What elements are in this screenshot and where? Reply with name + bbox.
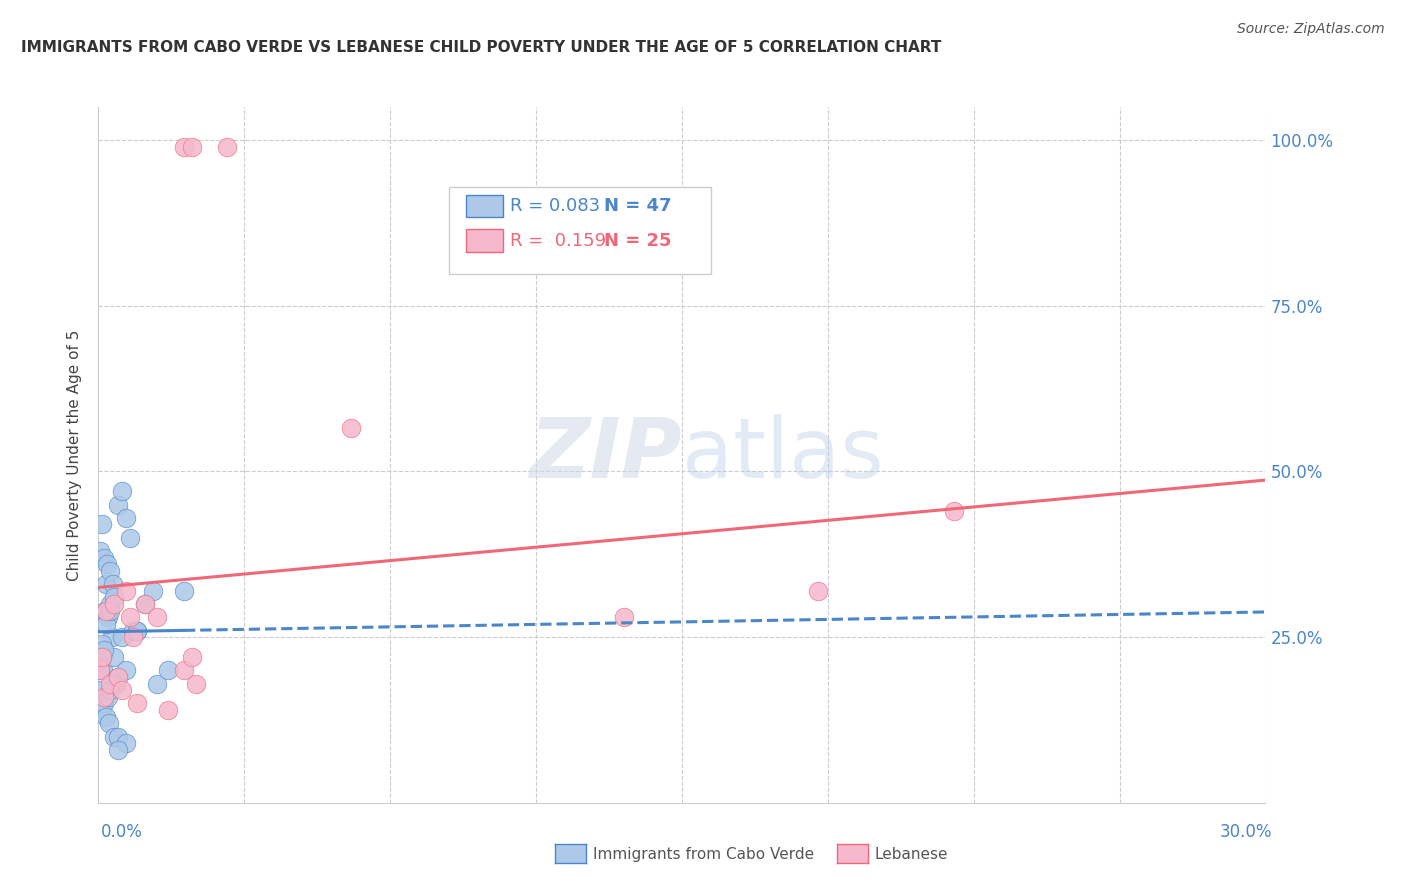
Point <box>107 730 129 744</box>
Point <box>173 663 195 677</box>
Point <box>90 703 112 717</box>
Point <box>118 610 141 624</box>
Point <box>111 630 134 644</box>
Point <box>613 610 636 624</box>
Text: Lebanese: Lebanese <box>875 847 948 862</box>
Text: R =  0.159: R = 0.159 <box>510 232 606 250</box>
Point <box>98 716 121 731</box>
Point <box>184 676 207 690</box>
Point <box>807 583 830 598</box>
Point <box>127 624 149 638</box>
Point <box>134 597 156 611</box>
Text: R = 0.083: R = 0.083 <box>510 197 600 215</box>
Point <box>134 597 156 611</box>
Point <box>91 650 114 665</box>
Point <box>96 577 118 591</box>
Point <box>90 683 112 698</box>
Point <box>96 604 118 618</box>
Point <box>107 670 129 684</box>
Point <box>103 730 125 744</box>
Point <box>101 630 124 644</box>
Point <box>93 697 115 711</box>
Point <box>97 690 120 704</box>
Text: 0.0%: 0.0% <box>101 822 143 840</box>
Point <box>91 663 114 677</box>
Point <box>157 703 180 717</box>
Point <box>93 643 115 657</box>
Point <box>142 583 165 598</box>
Point <box>98 683 121 698</box>
Text: Immigrants from Cabo Verde: Immigrants from Cabo Verde <box>593 847 814 862</box>
Point <box>89 663 111 677</box>
Point <box>122 630 145 644</box>
Point <box>103 597 125 611</box>
Point <box>93 550 115 565</box>
Point <box>89 663 111 677</box>
Point <box>107 670 129 684</box>
Point <box>107 743 129 757</box>
Point <box>127 697 149 711</box>
Point <box>180 650 202 665</box>
Text: Source: ZipAtlas.com: Source: ZipAtlas.com <box>1237 22 1385 37</box>
Point <box>98 597 121 611</box>
Point <box>118 531 141 545</box>
Point <box>91 517 114 532</box>
Point <box>98 604 121 618</box>
FancyBboxPatch shape <box>465 229 503 252</box>
FancyBboxPatch shape <box>449 187 711 274</box>
Point <box>98 564 121 578</box>
Point <box>103 650 125 665</box>
Point <box>97 610 120 624</box>
Point <box>107 498 129 512</box>
Point <box>173 140 195 154</box>
Point <box>103 577 125 591</box>
Point <box>215 140 238 154</box>
Text: ZIP: ZIP <box>529 415 682 495</box>
Y-axis label: Child Poverty Under the Age of 5: Child Poverty Under the Age of 5 <box>67 329 83 581</box>
Point <box>104 676 127 690</box>
Point <box>127 624 149 638</box>
Point <box>146 610 169 624</box>
Point <box>173 583 195 598</box>
Point <box>96 709 118 723</box>
Point <box>146 676 169 690</box>
Text: N = 47: N = 47 <box>603 197 671 215</box>
Point <box>943 504 966 518</box>
Point <box>93 690 115 704</box>
Text: atlas: atlas <box>682 415 883 495</box>
Point <box>114 663 136 677</box>
Text: N = 25: N = 25 <box>603 232 671 250</box>
Point <box>340 421 363 435</box>
Point <box>111 484 134 499</box>
Point <box>96 616 118 631</box>
Text: 30.0%: 30.0% <box>1220 822 1272 840</box>
Point <box>94 604 117 618</box>
Point <box>122 624 145 638</box>
Point <box>96 558 118 572</box>
Point <box>91 650 114 665</box>
Point <box>114 583 136 598</box>
Point <box>157 663 180 677</box>
Point <box>111 683 134 698</box>
Point <box>114 511 136 525</box>
Point <box>89 544 111 558</box>
Point <box>180 140 202 154</box>
Point <box>91 637 114 651</box>
FancyBboxPatch shape <box>465 194 503 217</box>
Point <box>103 591 125 605</box>
Point <box>98 676 121 690</box>
Point <box>114 736 136 750</box>
Text: IMMIGRANTS FROM CABO VERDE VS LEBANESE CHILD POVERTY UNDER THE AGE OF 5 CORRELAT: IMMIGRANTS FROM CABO VERDE VS LEBANESE C… <box>21 40 942 55</box>
